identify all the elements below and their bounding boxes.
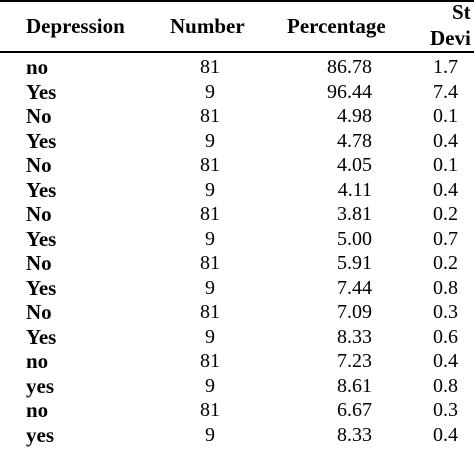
cell-number: 81: [200, 203, 220, 225]
table-row: Yes 9 96.44 7.4: [0, 80, 474, 105]
cell-number: 9: [205, 423, 215, 446]
cell-number: 9: [205, 80, 215, 103]
cell-depression: Yes: [26, 79, 57, 104]
cell-depression: yes: [26, 422, 54, 447]
cell-number: 81: [200, 350, 220, 372]
cell-std-deviation: 0.6: [433, 325, 458, 348]
cell-std-deviation: 1.7: [433, 56, 458, 78]
cell-percentage: 96.44: [327, 80, 372, 103]
table-row: No 81 4.98 0.1: [0, 104, 474, 129]
cell-std-deviation: 0.8: [433, 276, 458, 299]
table-row: Yes 9 4.11 0.4: [0, 178, 474, 203]
header-std-deviation-line1: St: [452, 0, 471, 24]
cell-depression: No: [26, 300, 52, 324]
table-body: no 81 86.78 1.7 Yes 9 96.44 7.4 No 81 4.98 0.1 Yes 9 4…: [0, 55, 474, 447]
table-row: no 81 86.78 1.7: [0, 55, 474, 80]
cell-number: 81: [200, 56, 220, 78]
cell-percentage: 4.05: [337, 154, 372, 176]
table-row: No 81 4.05 0.1: [0, 153, 474, 178]
table-row: Yes 9 5.00 0.7: [0, 227, 474, 252]
cell-number: 81: [200, 105, 220, 127]
header-std-deviation-line2: Devi: [430, 26, 471, 50]
cell-depression: No: [26, 104, 52, 128]
cell-number: 81: [200, 252, 220, 274]
cell-std-deviation: 7.4: [433, 80, 458, 103]
cell-number: 81: [200, 301, 220, 323]
cell-depression: No: [26, 202, 52, 226]
cell-percentage: 5.91: [337, 252, 372, 274]
table-row: Yes 9 7.44 0.8: [0, 276, 474, 301]
header-percentage: Percentage: [287, 14, 386, 38]
cell-percentage: 4.11: [337, 178, 372, 201]
header-depression: Depression: [26, 14, 125, 38]
table-row: No 81 7.09 0.3: [0, 300, 474, 325]
cell-depression: No: [26, 153, 52, 177]
table-row: no 81 6.67 0.3: [0, 398, 474, 423]
cell-std-deviation: 0.3: [433, 301, 458, 323]
cell-std-deviation: 0.4: [433, 178, 458, 201]
cell-percentage: 8.61: [337, 374, 372, 397]
cell-depression: no: [26, 398, 49, 422]
table-row: yes 9 8.61 0.8: [0, 374, 474, 399]
cell-number: 81: [200, 399, 220, 421]
cell-number: 9: [205, 374, 215, 397]
cell-depression: yes: [26, 373, 54, 398]
cell-std-deviation: 0.2: [433, 252, 458, 274]
table-row: No 81 5.91 0.2: [0, 251, 474, 276]
cell-percentage: 7.23: [337, 350, 372, 372]
cell-std-deviation: 0.4: [433, 423, 458, 446]
cell-depression: Yes: [26, 226, 57, 251]
header-number: Number: [170, 14, 245, 38]
cell-std-deviation: 0.2: [433, 203, 458, 225]
cell-std-deviation: 0.1: [433, 105, 458, 127]
cell-number: 9: [205, 325, 215, 348]
table-row: Yes 9 8.33 0.6: [0, 325, 474, 350]
cell-std-deviation: 0.8: [433, 374, 458, 397]
cell-percentage: 6.67: [337, 399, 372, 421]
table-row: no 81 7.23 0.4: [0, 349, 474, 374]
cell-number: 9: [205, 276, 215, 299]
cell-percentage: 4.98: [337, 105, 372, 127]
cell-percentage: 8.33: [337, 325, 372, 348]
cell-std-deviation: 0.3: [433, 399, 458, 421]
cell-depression: no: [26, 349, 49, 373]
cell-percentage: 7.44: [337, 276, 372, 299]
cell-std-deviation: 0.4: [433, 350, 458, 372]
cell-percentage: 7.09: [337, 301, 372, 323]
cell-percentage: 4.78: [337, 129, 372, 152]
table-row: No 81 3.81 0.2: [0, 202, 474, 227]
table-top-rule: [0, 0, 474, 2]
table-header-rule: [0, 51, 474, 53]
cell-std-deviation: 0.4: [433, 129, 458, 152]
cell-number: 81: [200, 154, 220, 176]
cell-depression: Yes: [26, 324, 57, 349]
cell-percentage: 86.78: [327, 56, 372, 78]
cell-depression: no: [26, 55, 49, 79]
cell-depression: No: [26, 251, 52, 275]
cell-depression: Yes: [26, 177, 57, 202]
cell-depression: Yes: [26, 128, 57, 153]
cell-number: 9: [205, 129, 215, 152]
cell-number: 9: [205, 178, 215, 201]
cell-std-deviation: 0.1: [433, 154, 458, 176]
cell-percentage: 8.33: [337, 423, 372, 446]
cell-percentage: 5.00: [337, 227, 372, 250]
cell-percentage: 3.81: [337, 203, 372, 225]
table-row: yes 9 8.33 0.4: [0, 423, 474, 448]
cell-std-deviation: 0.7: [433, 227, 458, 250]
cell-depression: Yes: [26, 275, 57, 300]
cell-number: 9: [205, 227, 215, 250]
table-row: Yes 9 4.78 0.4: [0, 129, 474, 154]
